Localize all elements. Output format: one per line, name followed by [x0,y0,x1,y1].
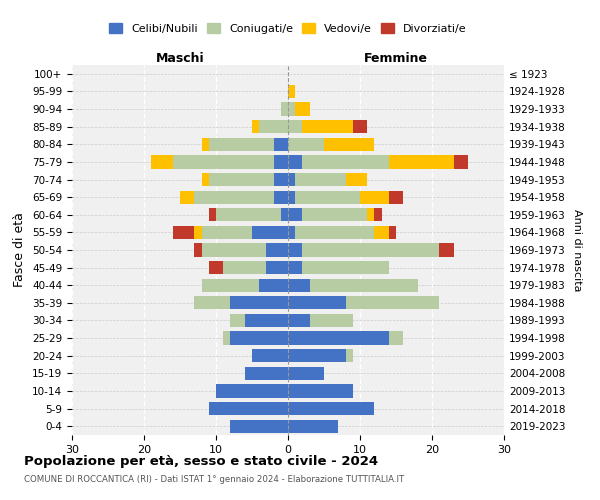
Bar [274,156,288,168]
Bar [302,156,389,168]
Bar [274,190,288,204]
Bar [252,349,288,362]
Bar [194,296,230,310]
Bar [389,156,454,168]
Bar [288,420,338,433]
Bar [216,384,288,398]
Bar [274,173,288,186]
Bar [346,349,353,362]
Bar [288,190,295,204]
Bar [230,314,245,327]
Bar [202,173,209,186]
Bar [324,138,374,151]
Bar [346,173,367,186]
Bar [194,244,202,256]
Bar [353,120,367,134]
Bar [439,244,454,256]
Bar [367,208,374,222]
Bar [389,226,396,239]
Text: Maschi: Maschi [155,52,205,65]
Bar [266,244,288,256]
Bar [223,332,230,344]
Bar [259,120,288,134]
Bar [209,208,216,222]
Bar [202,278,259,292]
Bar [209,402,288,415]
Bar [245,314,288,327]
Bar [310,314,353,327]
Bar [288,366,324,380]
Bar [288,173,295,186]
Bar [245,366,288,380]
Bar [310,278,418,292]
Bar [281,102,288,116]
Bar [302,261,389,274]
Bar [295,190,360,204]
Bar [266,261,288,274]
Bar [151,156,173,168]
Text: COMUNE DI ROCCANTICA (RI) - Dati ISTAT 1° gennaio 2024 - Elaborazione TUTTITALIA: COMUNE DI ROCCANTICA (RI) - Dati ISTAT 1… [24,475,404,484]
Bar [288,296,346,310]
Bar [302,120,353,134]
Legend: Celibi/Nubili, Coniugati/e, Vedovi/e, Divorziati/e: Celibi/Nubili, Coniugati/e, Vedovi/e, Di… [105,19,471,38]
Bar [302,208,367,222]
Bar [288,261,302,274]
Bar [302,244,439,256]
Bar [202,138,209,151]
Bar [202,226,252,239]
Bar [288,138,324,151]
Bar [360,190,389,204]
Bar [295,226,374,239]
Bar [259,278,288,292]
Bar [230,420,288,433]
Bar [288,402,374,415]
Bar [295,102,310,116]
Bar [389,190,403,204]
Text: Popolazione per età, sesso e stato civile - 2024: Popolazione per età, sesso e stato civil… [24,455,378,468]
Bar [180,190,194,204]
Y-axis label: Anni di nascita: Anni di nascita [572,209,582,291]
Bar [173,156,274,168]
Bar [252,226,288,239]
Bar [209,173,274,186]
Bar [346,296,439,310]
Text: Femmine: Femmine [364,52,428,65]
Bar [288,314,310,327]
Bar [288,85,295,98]
Bar [281,208,288,222]
Bar [230,296,288,310]
Bar [202,244,266,256]
Bar [374,226,389,239]
Bar [454,156,468,168]
Bar [288,349,346,362]
Bar [288,120,302,134]
Bar [230,332,288,344]
Bar [223,261,266,274]
Bar [288,226,295,239]
Bar [288,384,353,398]
Bar [216,208,281,222]
Bar [295,173,346,186]
Bar [389,332,403,344]
Bar [288,156,302,168]
Bar [288,244,302,256]
Bar [288,208,302,222]
Bar [252,120,259,134]
Bar [209,138,274,151]
Bar [209,261,223,274]
Bar [274,138,288,151]
Bar [288,278,310,292]
Bar [288,332,389,344]
Bar [374,208,382,222]
Y-axis label: Fasce di età: Fasce di età [13,212,26,288]
Bar [194,226,202,239]
Bar [288,102,295,116]
Bar [194,190,274,204]
Bar [173,226,194,239]
